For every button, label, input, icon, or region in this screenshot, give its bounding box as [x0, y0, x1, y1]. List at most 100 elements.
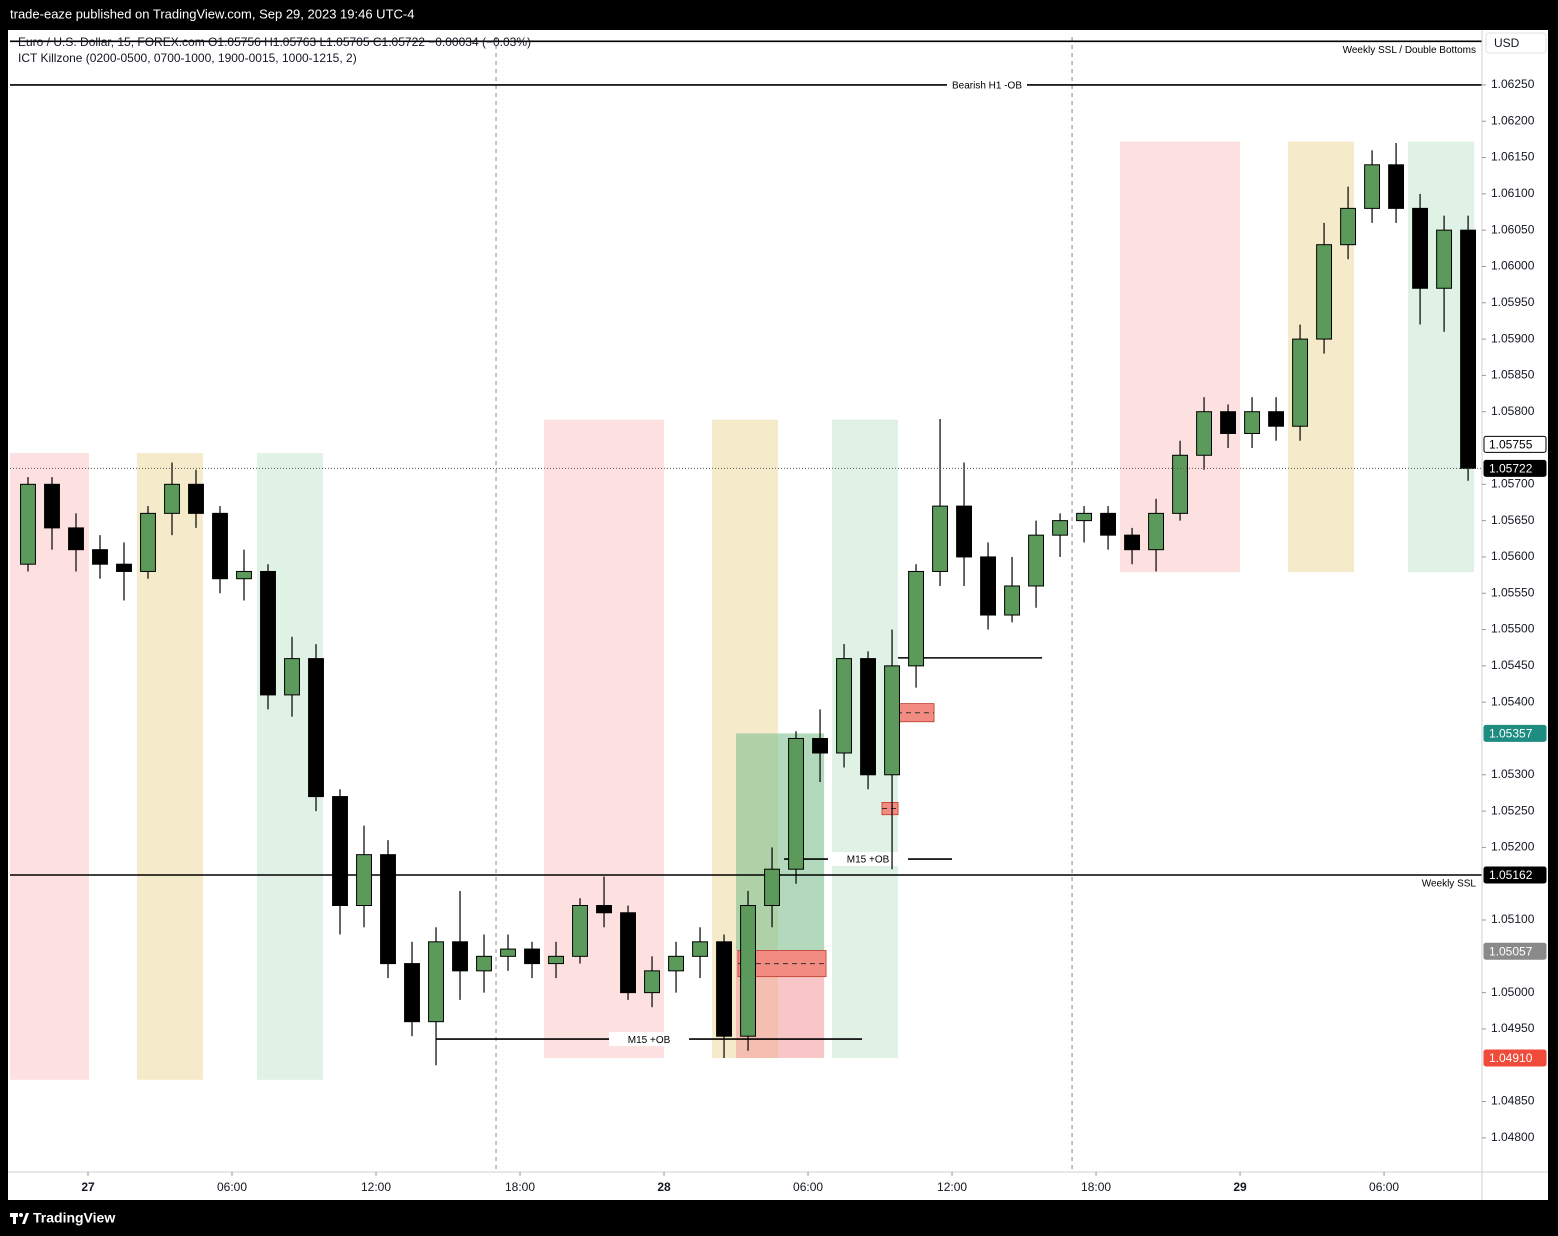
level-label-bg [609, 1032, 690, 1047]
y-tick-label: 1.06050 [1491, 222, 1535, 236]
candle-body [596, 904, 612, 914]
y-tick-label: 1.05700 [1491, 476, 1535, 490]
candle-body [932, 505, 948, 572]
price-label: 1.05162 [1489, 868, 1533, 882]
price-label-box [1483, 459, 1547, 477]
price-label: 1.05755 [1489, 438, 1533, 452]
candle-body [620, 912, 636, 994]
x-tick-label: 18:00 [1081, 1180, 1111, 1194]
candle-body [1076, 512, 1092, 522]
candle-body [1364, 164, 1381, 209]
y-tick-label: 1.05300 [1491, 767, 1535, 781]
candle-body [908, 570, 924, 667]
y-tick-label: 1.05900 [1491, 331, 1535, 345]
legend-line: Euro / U.S. Dollar, 15, FOREX.com O1.057… [18, 35, 531, 49]
level-label-bg [947, 77, 1027, 92]
candle-body [1148, 512, 1165, 551]
x-tick-label: 12:00 [361, 1180, 391, 1194]
candle-body [548, 955, 564, 965]
candle-body [212, 512, 228, 580]
candle-body [524, 948, 540, 965]
price-label: 1.05357 [1489, 727, 1533, 741]
candle-body [1268, 411, 1285, 427]
candle-body [740, 904, 756, 1037]
y-tick-label: 1.05550 [1491, 585, 1535, 599]
candle-body [428, 941, 444, 1023]
y-tick-label: 1.05850 [1491, 368, 1535, 382]
candle-body [1028, 534, 1044, 587]
x-tick-label: 06:00 [793, 1180, 823, 1194]
candle-body [1196, 411, 1213, 456]
y-tick-label: 1.06100 [1491, 186, 1535, 200]
y-tick-label: 1.05100 [1491, 912, 1535, 926]
candle-body [812, 737, 828, 754]
y-tick-label: 1.05800 [1491, 404, 1535, 418]
price-label: 1.05057 [1489, 944, 1533, 958]
candle-body [1412, 207, 1429, 289]
candle-body [884, 665, 900, 776]
candle-body [20, 483, 36, 565]
candle-body [1004, 585, 1020, 616]
candle-body [980, 556, 996, 616]
candle-body [1052, 520, 1068, 536]
y-tick-label: 1.05400 [1491, 694, 1535, 708]
candle-body [1244, 411, 1261, 434]
candle-body [164, 483, 180, 514]
price-label-box [1483, 866, 1547, 884]
candle-body [476, 955, 492, 972]
candle-body [1436, 229, 1453, 289]
candle-body [1316, 244, 1333, 340]
y-tick-label: 1.05250 [1491, 803, 1535, 817]
candle-body [1220, 411, 1237, 434]
candle-body [92, 549, 108, 565]
candle-body [188, 483, 204, 514]
candle-body [68, 527, 84, 551]
candle-body [788, 737, 804, 870]
y-tick-label: 1.04950 [1491, 1021, 1535, 1035]
x-tick-label: 06:00 [217, 1180, 247, 1194]
x-tick-label: 06:00 [1369, 1180, 1399, 1194]
price-label-box [1483, 1049, 1547, 1067]
y-tick-label: 1.04850 [1491, 1094, 1535, 1108]
candle-body [668, 955, 684, 972]
candle-body [692, 941, 708, 957]
y-tick-label: 1.05000 [1491, 985, 1535, 999]
candle-body [116, 563, 132, 572]
candle-body [380, 854, 396, 965]
y-tick-label: 1.06000 [1491, 259, 1535, 273]
candle-body [644, 970, 660, 994]
y-tick-label: 1.05600 [1491, 549, 1535, 563]
candle-body [452, 941, 468, 972]
level-label: M15 +OB [847, 855, 890, 866]
level-label: Weekly SSL / Double Bottoms [1343, 45, 1476, 56]
currency-box [1485, 32, 1547, 54]
candle-body [284, 658, 300, 696]
price-label: 1.04910 [1489, 1051, 1533, 1065]
y-tick-label: 1.05200 [1491, 840, 1535, 854]
x-tick-label: 12:00 [937, 1180, 967, 1194]
candle-body [1388, 164, 1405, 209]
y-tick-label: 1.05950 [1491, 295, 1535, 309]
price-label: 1.05722 [1489, 462, 1533, 476]
candle-body [260, 570, 276, 696]
candle-body [764, 868, 780, 906]
level-label-bg [828, 852, 909, 867]
candle-body [404, 963, 420, 1023]
candle-body [956, 505, 972, 558]
footer-brand: TradingView [33, 1210, 115, 1226]
candle-body [836, 658, 852, 754]
y-tick-label: 1.04800 [1491, 1130, 1535, 1144]
price-label-box [1483, 724, 1547, 742]
publisher: trade-eaze published on TradingView.com,… [10, 6, 414, 21]
x-tick-label: 18:00 [505, 1180, 535, 1194]
y-tick-label: 1.06250 [1491, 77, 1535, 91]
currency: USD [1494, 36, 1520, 50]
level-label: Bearish H1 -OB [952, 81, 1022, 92]
legend-line: ICT Killzone (0200-0500, 0700-1000, 1900… [18, 51, 357, 65]
y-tick-label: 1.06200 [1491, 113, 1535, 127]
candle-body [1292, 338, 1309, 427]
candle-body [308, 658, 324, 798]
logo [10, 1213, 29, 1224]
